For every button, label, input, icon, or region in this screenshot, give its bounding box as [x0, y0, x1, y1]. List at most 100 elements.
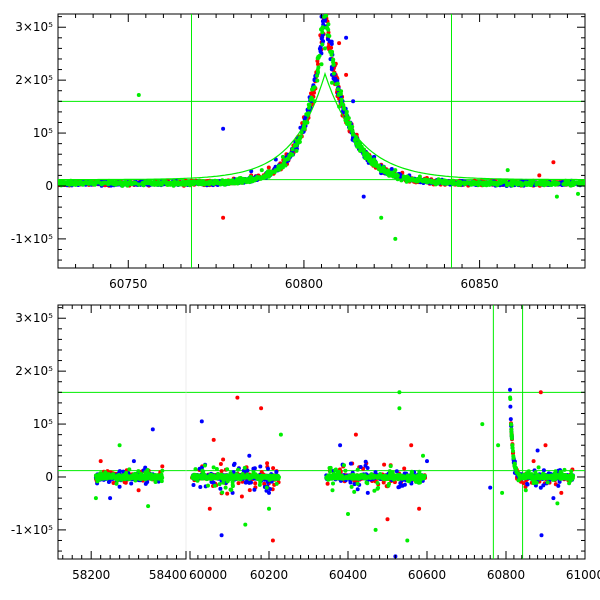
top-point [272, 170, 277, 175]
top-point [155, 181, 159, 186]
bottom-point [239, 494, 244, 499]
top-point [73, 182, 78, 187]
top-point [344, 113, 349, 118]
top-point [492, 180, 497, 185]
bottom-point [245, 479, 249, 484]
bottom-data-points [93, 387, 576, 559]
top-point [109, 180, 114, 185]
top-point [80, 182, 85, 187]
top-point [537, 173, 542, 178]
top-point [294, 143, 299, 148]
top-point [282, 158, 287, 163]
top-point [554, 194, 559, 199]
top-model-line [58, 71, 585, 181]
bottom-point [274, 469, 279, 474]
bottom-point [268, 487, 272, 491]
top-point [327, 39, 332, 44]
bottom-point [221, 457, 226, 462]
bottom-point [402, 466, 407, 471]
bottom-point [249, 480, 253, 485]
top-point [432, 180, 437, 185]
top-point [165, 182, 170, 187]
top-point [184, 181, 189, 185]
top-y-tick-label: 2×10⁵ [15, 73, 53, 87]
top-point [515, 182, 520, 187]
top-point [543, 180, 548, 185]
top-point [332, 78, 337, 83]
top-point [472, 181, 477, 186]
top-point [310, 96, 314, 101]
top-model-curve [58, 71, 585, 181]
bottom-point [355, 487, 360, 492]
top-point [495, 181, 500, 186]
top-point [406, 176, 411, 181]
top-x-tick-label: 60750 [109, 277, 147, 291]
top-point [336, 93, 341, 97]
bottom-point [143, 481, 148, 486]
bottom-point [242, 469, 247, 474]
top-point [402, 175, 407, 180]
bottom-panel: 5820058400600006020060400606006080061000… [11, 303, 600, 582]
top-y-tick-label: 10⁵ [33, 126, 53, 140]
top-point [329, 52, 334, 57]
top-point [414, 179, 419, 184]
top-series-2 [58, 14, 585, 241]
bottom-reference-lines [58, 305, 585, 559]
top-point [323, 4, 327, 8]
top-point [259, 168, 264, 173]
top-point [339, 100, 344, 105]
top-point [510, 182, 515, 187]
top-point [582, 180, 585, 185]
top-point [429, 180, 434, 185]
top-point [207, 182, 212, 187]
top-point [307, 102, 312, 107]
top-point [351, 99, 356, 104]
top-point [327, 34, 332, 38]
bottom-point [409, 443, 414, 448]
top-point [317, 46, 322, 51]
top-point [58, 180, 61, 185]
top-point [238, 176, 243, 180]
top-point [389, 173, 394, 178]
top-point [393, 168, 398, 173]
top-point [315, 73, 319, 78]
top-point [227, 179, 232, 184]
top-point [280, 154, 285, 159]
top-point [123, 179, 128, 184]
top-point [500, 179, 505, 184]
top-point [371, 161, 376, 166]
top-point [106, 182, 111, 187]
bottom-point [191, 483, 196, 487]
top-point [394, 172, 399, 177]
bottom-point [252, 466, 257, 471]
top-point [220, 181, 225, 186]
top-point [458, 180, 463, 185]
top-point [551, 160, 556, 165]
top-point [505, 168, 510, 173]
top-point [346, 116, 351, 121]
bottom-point [262, 481, 267, 486]
top-point [114, 181, 118, 186]
bottom-point [531, 459, 536, 464]
top-point [344, 109, 349, 114]
top-point [330, 80, 334, 85]
top-point [193, 180, 198, 185]
top-point [376, 167, 381, 172]
bottom-point [253, 481, 258, 486]
top-point [221, 126, 226, 131]
top-point [294, 139, 299, 143]
bottom-point [543, 443, 548, 448]
bottom-point [266, 466, 270, 471]
top-point [425, 180, 430, 185]
bottom-point [353, 432, 358, 437]
top-point [309, 91, 313, 96]
top-point [264, 172, 269, 177]
bottom-point [211, 437, 216, 442]
top-point [69, 181, 74, 186]
top-point [344, 35, 349, 40]
top-point [310, 87, 314, 92]
top-point [555, 182, 560, 186]
top-point [564, 182, 568, 187]
